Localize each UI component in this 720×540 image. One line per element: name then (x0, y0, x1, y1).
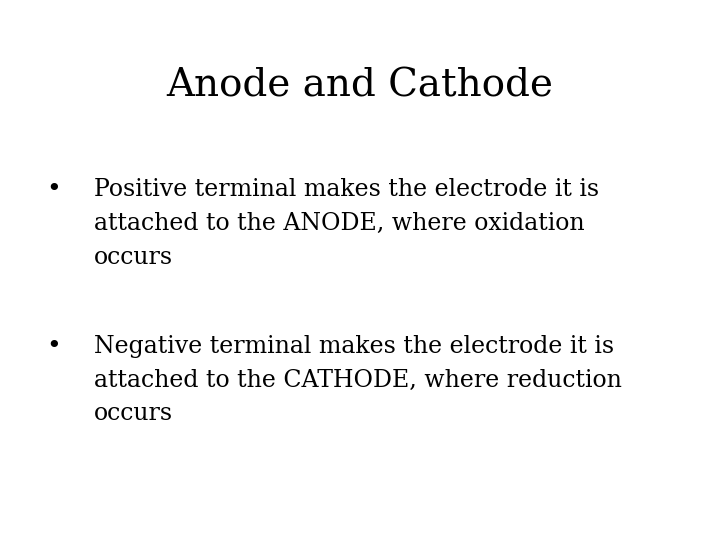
Text: •: • (47, 178, 61, 201)
Text: Positive terminal makes the electrode it is
attached to the ANODE, where oxidati: Positive terminal makes the electrode it… (94, 178, 599, 269)
Text: Anode and Cathode: Anode and Cathode (166, 68, 554, 105)
Text: Negative terminal makes the electrode it is
attached to the CATHODE, where reduc: Negative terminal makes the electrode it… (94, 335, 621, 426)
Text: •: • (47, 335, 61, 358)
